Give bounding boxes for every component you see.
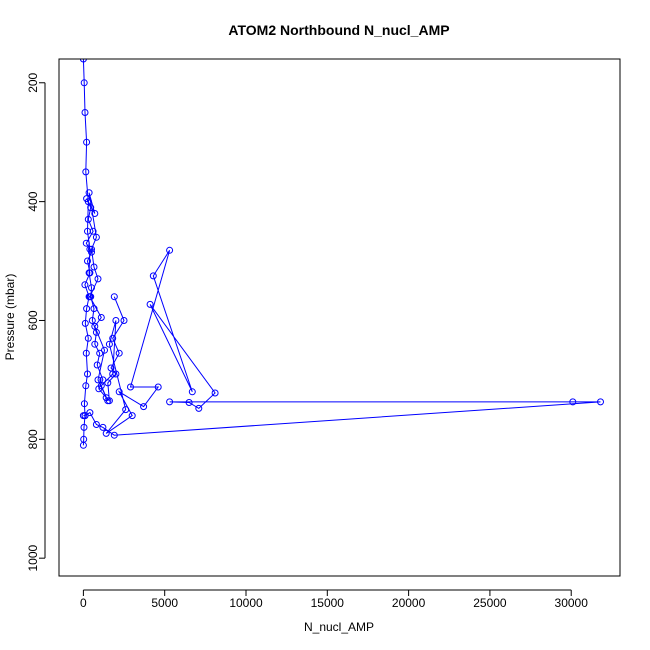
data-point — [82, 168, 90, 176]
data-point — [166, 398, 174, 406]
data-point — [105, 397, 113, 405]
data-point — [107, 364, 115, 372]
data-point — [94, 275, 102, 283]
data-point — [92, 421, 100, 428]
data-point — [104, 379, 112, 387]
data-point — [79, 59, 87, 63]
data-point — [81, 109, 89, 116]
data-point — [149, 272, 157, 280]
data-point — [87, 293, 95, 301]
data-point — [188, 388, 196, 396]
data-point — [97, 314, 105, 321]
data-point — [146, 300, 154, 308]
data-point — [80, 400, 88, 408]
data-point — [85, 269, 93, 277]
plot-frame — [58, 58, 621, 577]
data-point — [84, 227, 91, 235]
data-point — [81, 319, 89, 327]
y-tick-label: 1000 — [26, 545, 40, 572]
data-point — [93, 361, 101, 369]
data-point — [597, 398, 604, 406]
x-tick-label: 10000 — [229, 596, 263, 610]
data-point — [83, 138, 91, 146]
chart-title: ATOM2 Northbound N_nucl_AMP — [228, 22, 449, 38]
x-axis-label: N_nucl_AMP — [304, 620, 374, 634]
data-point — [88, 317, 96, 324]
x-tick-label: 20000 — [392, 596, 426, 610]
data-point — [80, 435, 88, 443]
series-line-0 — [82, 192, 601, 446]
data-point — [211, 389, 219, 397]
y-tick-label: 400 — [26, 191, 40, 211]
data-point — [80, 423, 88, 431]
data-point — [82, 349, 90, 357]
data-point — [90, 263, 98, 271]
data-point — [79, 412, 87, 420]
data-point — [195, 404, 203, 412]
data-point — [92, 328, 100, 336]
data-point — [112, 317, 120, 324]
data-point — [128, 412, 136, 420]
data-point — [115, 388, 123, 396]
data-point — [110, 293, 118, 301]
data-point — [102, 429, 110, 437]
data-point — [84, 257, 91, 265]
y-tick-label: 600 — [26, 310, 40, 330]
data-point — [115, 349, 123, 357]
data-point — [91, 340, 99, 348]
data-point — [122, 406, 130, 414]
y-tick-label: 200 — [26, 72, 40, 92]
data-point — [86, 409, 94, 417]
data-point — [120, 317, 128, 324]
y-axis-label: Pressure (mbar) — [3, 274, 17, 361]
data-point — [185, 399, 193, 406]
data-point — [96, 349, 104, 357]
data-point — [82, 382, 90, 390]
data-point — [105, 340, 113, 348]
data-point — [99, 423, 107, 431]
data-point — [88, 284, 95, 292]
x-tick-label: 15000 — [311, 596, 345, 610]
data-point — [127, 383, 134, 391]
data-point — [140, 403, 148, 411]
data-point — [84, 370, 91, 378]
x-tick-label: 30000 — [555, 596, 589, 610]
data-point — [95, 385, 103, 393]
data-point — [99, 376, 107, 384]
data-point — [90, 305, 98, 313]
x-tick-label: 5000 — [151, 596, 178, 610]
data-point — [112, 370, 120, 378]
data-point — [109, 334, 117, 342]
data-point — [92, 233, 100, 241]
data-point — [154, 383, 162, 391]
data-point — [86, 245, 94, 253]
data-point — [84, 198, 92, 206]
data-point — [110, 431, 118, 439]
data-point — [166, 246, 174, 254]
data-point — [84, 334, 92, 342]
y-tick-label: 800 — [26, 429, 40, 449]
y-axis: 200 400 600 800 1000 — [26, 72, 46, 572]
series-line-1 — [82, 59, 125, 402]
data-point — [81, 281, 89, 289]
data-point — [569, 398, 577, 406]
data-point — [94, 376, 102, 384]
data-layer — [79, 59, 604, 449]
x-tick-label: 0 — [80, 596, 87, 610]
x-axis: 0 5000 10000 15000 20000 25000 30000 — [80, 589, 589, 610]
x-tick-label: 25000 — [473, 596, 507, 610]
data-point — [85, 189, 93, 197]
data-point — [91, 210, 99, 217]
data-point — [80, 79, 88, 87]
data-point — [83, 305, 91, 313]
